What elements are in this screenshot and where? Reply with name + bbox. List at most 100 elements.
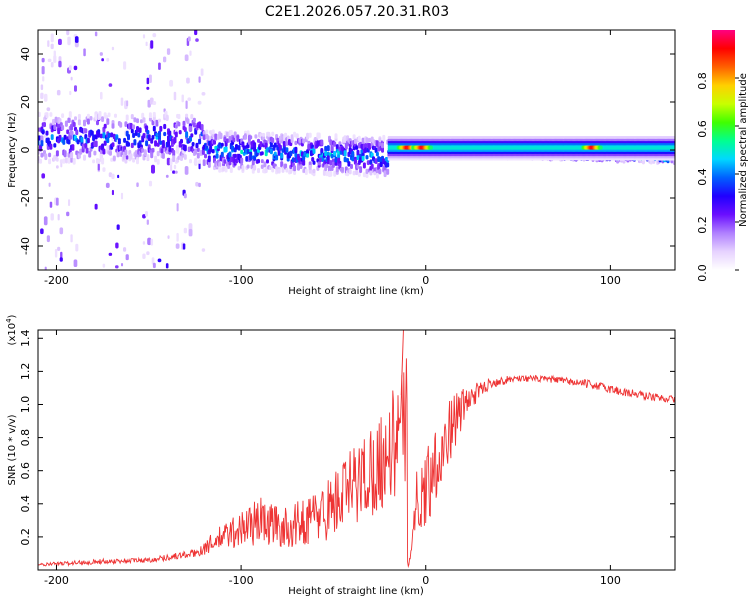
spectrogram-cell <box>98 111 102 118</box>
spectrogram-cell <box>59 227 64 235</box>
spectrogram-cell <box>304 168 308 175</box>
spectrogram-cell <box>136 182 139 188</box>
spectrogram-cell <box>294 146 298 154</box>
spectrogram-cell <box>125 254 129 261</box>
spectrogram-cell <box>70 234 73 243</box>
spectrogram-cell <box>129 122 133 130</box>
spectrogram-cell <box>49 143 53 150</box>
spectrogram-cell <box>228 136 232 143</box>
spectrogram-cell <box>146 129 150 135</box>
spectrogram-cell <box>366 160 370 166</box>
spectrogram-ytick-label: -20 <box>19 189 32 207</box>
spectrogram-cell <box>159 140 163 145</box>
spectrogram-cell <box>57 246 61 252</box>
spectrogram-cell <box>54 116 58 124</box>
spectrogram-cell <box>41 130 45 135</box>
spectrogram-cell <box>307 143 311 150</box>
spectrogram-cell <box>381 142 384 149</box>
spectrogram-cell <box>152 262 156 269</box>
spectrogram-cell <box>173 91 177 101</box>
spectrogram-cell <box>48 152 52 158</box>
figure-title: C2E1.2026.057.20.31.R03 <box>265 4 449 20</box>
spectrogram-cell <box>186 118 190 124</box>
spectrogram-cell <box>39 158 43 164</box>
spectrogram-cell <box>161 152 165 159</box>
spectrogram-cell <box>72 158 76 165</box>
spectrogram-cell <box>186 77 190 84</box>
spectrogram-cell <box>103 140 107 146</box>
spectrogram-cell <box>281 166 285 173</box>
spectrogram-cell <box>94 114 98 120</box>
spectrogram-cell <box>142 253 146 259</box>
spectrogram-cell <box>154 140 158 147</box>
spectrogram-cell <box>247 139 251 145</box>
spectrogram-cell <box>223 136 227 143</box>
spectrogram-cell <box>54 248 58 258</box>
spectrogram-cell <box>111 123 115 129</box>
spectrogram-cell <box>299 164 303 170</box>
spectrogram-cell <box>120 97 124 106</box>
spectrogram-cell <box>190 133 194 138</box>
spectrogram-cell <box>225 138 229 144</box>
spectrogram-cell <box>228 161 232 166</box>
spectrogram-cell <box>429 145 433 150</box>
spectrogram-cell <box>151 164 155 174</box>
spectrogram-cell <box>58 134 62 141</box>
spectrogram-cell <box>333 170 337 177</box>
spectrogram-cell <box>146 86 150 90</box>
spectrogram-cell <box>178 130 182 135</box>
spectrogram-cell <box>46 107 51 112</box>
spectrogram-cell <box>120 192 124 200</box>
spectrogram-cell <box>343 150 347 157</box>
spectrogram-cell <box>143 149 147 157</box>
spectrogram-cell <box>49 112 53 117</box>
spectrogram-cell <box>88 150 92 158</box>
spectrogram-cell <box>285 147 289 153</box>
spectrogram-cell <box>202 159 206 167</box>
spectrogram-cell <box>351 151 355 157</box>
spectrogram-cell <box>163 131 167 137</box>
spectrogram-cell <box>194 148 198 155</box>
spectrogram-cell <box>204 153 207 159</box>
spectrogram-cell <box>224 146 228 153</box>
spectrogram-cell <box>335 144 339 151</box>
spectrogram-cell <box>69 90 72 96</box>
spectrogram-cell <box>124 121 128 128</box>
spectrogram-cell <box>369 170 373 176</box>
spectrogram-cell <box>259 141 263 148</box>
spectrogram-cell <box>188 228 193 237</box>
spectrogram-cell <box>373 171 377 176</box>
spectrogram-cell <box>56 89 61 96</box>
spectrogram-cell <box>99 133 103 139</box>
spectrogram-cell <box>174 131 178 138</box>
spectrogram-cell <box>378 168 382 175</box>
spectrogram-cell <box>295 133 299 139</box>
spectrogram-cell <box>68 65 72 71</box>
spectrogram-cell <box>185 131 189 138</box>
spectrogram-cell <box>277 168 281 174</box>
spectrogram-cell <box>132 124 136 130</box>
spectrogram-cell <box>167 135 170 142</box>
spectrogram-cell <box>160 148 164 154</box>
spectrogram-cell <box>146 219 149 225</box>
spectrogram-cell <box>38 111 41 117</box>
spectrogram-cell <box>99 52 103 56</box>
spectrogram-cell <box>599 145 603 150</box>
spectrogram-cell <box>361 155 365 162</box>
spectrogram-cell <box>64 157 68 163</box>
colorbar: 0.00.20.40.60.8 Normalized spectral ampl… <box>696 30 749 282</box>
spectrogram-cell <box>47 40 50 47</box>
spectrogram-cell <box>291 157 295 163</box>
spectrogram-cell <box>111 138 115 142</box>
spectrogram-cell <box>185 100 188 109</box>
spectrogram-cell <box>196 147 200 153</box>
spectrogram-cell <box>200 124 204 131</box>
spectrogram-cell <box>55 150 59 157</box>
spectrogram-cell <box>97 131 101 138</box>
spectrogram-cell <box>235 158 238 164</box>
spectrogram-cell <box>269 148 273 155</box>
spectrogram-cell <box>215 153 219 159</box>
spectrogram-cell <box>38 127 41 132</box>
spectrogram-cell <box>192 117 196 123</box>
